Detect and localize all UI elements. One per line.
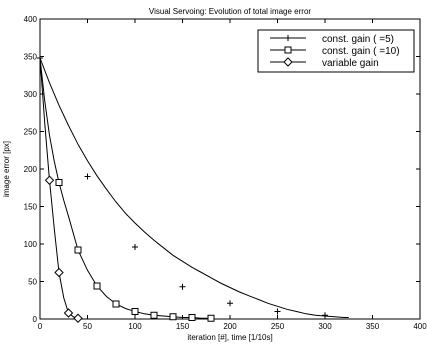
x-tick-label: 300	[318, 322, 332, 331]
legend-box	[257, 29, 415, 73]
data-point-diamond	[63, 308, 74, 318]
y-axis-label: image error [px]	[2, 141, 11, 197]
data-point-diamond	[73, 313, 83, 323]
x-tick-label: 250	[271, 322, 285, 331]
x-tick-label: 0	[38, 322, 43, 331]
legend-marker-diamond	[283, 57, 293, 67]
data-point-square	[55, 179, 63, 186]
series-line-square	[39, 57, 211, 319]
series-line-plus	[39, 57, 349, 318]
series-lines	[39, 57, 349, 320]
legend-item: const. gain ( =5)	[270, 34, 394, 45]
y-tick-label: 350	[24, 53, 38, 62]
y-tick-label: 150	[24, 203, 38, 212]
data-point-square	[93, 282, 101, 290]
legend-label: const. gain ( =5)	[322, 34, 394, 45]
data-point-plus	[227, 300, 233, 307]
y-tick-label: 300	[24, 90, 38, 99]
data-point-diamond	[54, 267, 64, 278]
y-tick-label: 250	[24, 128, 38, 137]
data-point-plus	[84, 173, 91, 180]
legend-label: variable gain	[322, 58, 379, 69]
data-point-plus	[274, 308, 281, 315]
series-line-diamond	[39, 57, 83, 320]
data-point-plus	[37, 55, 43, 61]
data-point-square	[112, 300, 120, 308]
x-axis-label: iteration [#], time [1/10s]	[187, 333, 272, 342]
data-point-square	[188, 314, 196, 321]
y-tick-label: 200	[24, 165, 38, 174]
chart-title: Visual Servoing: Evolution of total imag…	[149, 7, 311, 16]
y-tick-label: 400	[24, 15, 38, 24]
x-tick-label: 100	[128, 322, 142, 331]
legend-label: const. gain ( =10)	[322, 46, 400, 57]
x-tick-label: 350	[366, 322, 380, 331]
data-point-plus	[132, 244, 138, 250]
legend-marker-square	[284, 46, 292, 54]
data-point-square	[131, 308, 139, 315]
series-markers	[37, 55, 328, 323]
data-point-square	[169, 313, 177, 321]
data-point-plus	[322, 312, 328, 319]
data-point-square	[207, 314, 215, 322]
x-tick-label: 50	[83, 322, 92, 331]
data-point-square	[74, 246, 82, 254]
data-point-plus	[179, 283, 186, 290]
y-tick-label: 100	[24, 240, 38, 249]
x-tick-label: 150	[176, 322, 190, 331]
legend-marker-plus	[285, 35, 291, 41]
y-tick-label: 0	[33, 315, 38, 324]
data-point-diamond	[44, 175, 55, 185]
x-tick-label: 400	[413, 322, 427, 331]
data-point-square	[150, 311, 158, 319]
axis-ticks: 0 50 100 150 200 250 300 350 400 0 50 100 150 200 250 3…	[24, 15, 427, 331]
x-tick-label: 200	[223, 322, 237, 331]
y-tick-label: 50	[28, 278, 37, 287]
legend-item: variable gain	[270, 57, 379, 69]
legend: const. gain ( =5)const. gain ( =10)varia…	[257, 29, 415, 73]
legend-item: const. gain ( =10)	[270, 46, 400, 57]
